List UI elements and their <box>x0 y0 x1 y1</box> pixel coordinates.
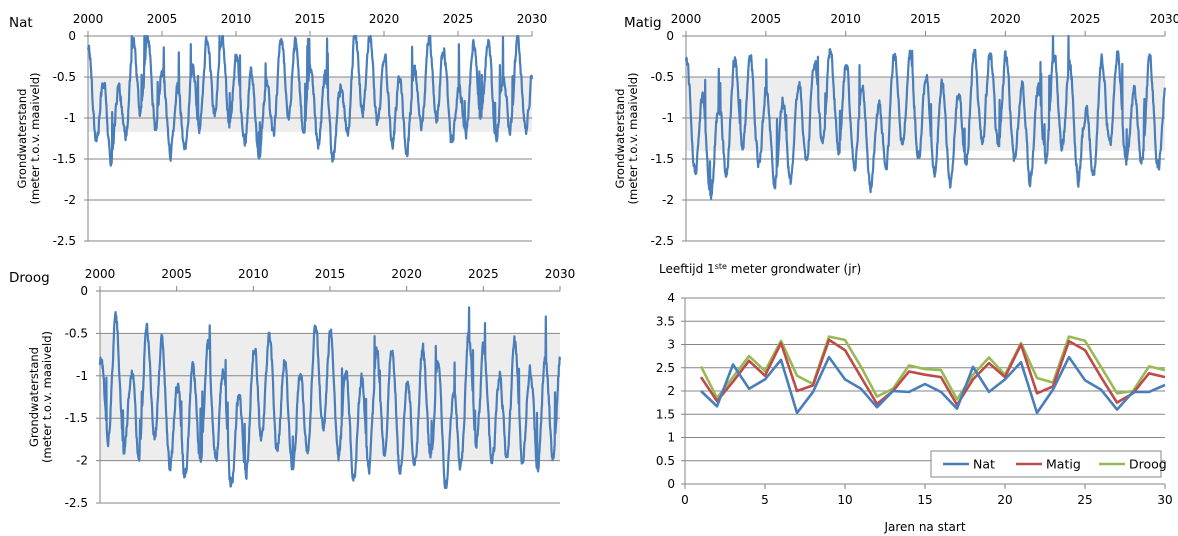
chart-title: Nat <box>9 15 33 31</box>
y-tick-label: -0.5 <box>65 326 88 340</box>
y-tick-label: -2 <box>662 193 674 207</box>
y-tick-label: 1 <box>667 431 675 445</box>
x-tick-label: 5 <box>761 493 769 507</box>
y-tick-label: -2.5 <box>651 234 674 248</box>
chart-1: 0 -0.5 -1 -1.5 -2 -2.5 2000 2005 2010 2015 2020 202… <box>613 12 1178 248</box>
chart-title: Droog <box>9 270 50 286</box>
title-part: meter grondwater (jr) <box>727 262 861 276</box>
x-tick-label: 2000 <box>671 12 702 26</box>
series-line-matig <box>699 338 1166 407</box>
y-tick-label: 1.5 <box>656 407 675 421</box>
x-tick-label: 15 <box>917 493 932 507</box>
y-tick-label: -2 <box>76 454 88 468</box>
x-tick-label: 2030 <box>1150 12 1178 26</box>
title-part: Leeftijd 1 <box>659 262 715 276</box>
x-tick-label: 2020 <box>990 12 1021 26</box>
y-tick-label: -1 <box>662 111 674 125</box>
legend-label-nat: Nat <box>973 457 995 472</box>
chart-age: 0 0.5 1 1.5 2 2.5 3 3.5 4 0 5 10 15 20 25 30 Leeftijd 1s… <box>656 262 1173 535</box>
y-tick-label: 0 <box>68 29 76 43</box>
y-tick-label: 4 <box>667 291 675 305</box>
chart-title: Leeftijd 1ste meter grondwater (jr) <box>659 262 861 277</box>
y-tick-label: -1.5 <box>651 152 674 166</box>
x-tick-label: 2015 <box>910 12 941 26</box>
y-tick-label: 2.5 <box>656 361 675 375</box>
x-tick-label: 30 <box>1157 493 1172 507</box>
x-tick-label: 2025 <box>468 267 499 281</box>
x-tick-label: 2010 <box>221 12 252 26</box>
y-axis-label-line: (meter t.o.v. maaiveld) <box>28 73 42 205</box>
chart-title: Matig <box>624 15 662 31</box>
y-tick-label: -0.5 <box>53 70 76 84</box>
y-axis-label: Grondwaterstand(meter t.o.v. maaiveld) <box>15 73 42 205</box>
y-tick-label: -0.5 <box>651 70 674 84</box>
x-tick-label: 2015 <box>295 12 326 26</box>
chart-0: 0 -0.5 -1 -1.5 -2 -2.5 2000 2005 2010 2015 2020 202… <box>9 12 547 248</box>
x-tick-label: 2005 <box>147 12 178 26</box>
x-tick-label: 2000 <box>73 12 104 26</box>
chart-2: 0 -0.5 -1 -1.5 -2 -2.5 2000 2005 2010 2015 2020 202… <box>9 267 575 510</box>
x-tick-label: 2030 <box>517 12 548 26</box>
y-tick-label: 0 <box>667 477 675 491</box>
y-axis-label: Grondwaterstand(meter t.o.v. maaiveld) <box>27 331 54 463</box>
legend-label-matig: Matig <box>1046 457 1081 472</box>
x-tick-label: 2025 <box>443 12 474 26</box>
x-tick-label: 2010 <box>238 267 269 281</box>
x-tick-label: 2005 <box>751 12 782 26</box>
range-band <box>686 77 1165 151</box>
y-tick-label: 2 <box>667 384 675 398</box>
series-line <box>684 34 1167 201</box>
x-tick-label: 25 <box>1077 493 1092 507</box>
y-axis-label-line: (meter t.o.v. maaiveld) <box>40 331 54 463</box>
x-tick-label: 20 <box>997 493 1012 507</box>
y-tick-label: -1 <box>76 369 88 383</box>
x-tick-label: 0 <box>681 493 689 507</box>
x-tick-label: 2000 <box>85 267 116 281</box>
y-tick-label: -1.5 <box>65 411 88 425</box>
legend: Nat Matig Droog <box>930 450 1167 478</box>
x-axis-label: Jaren na start <box>883 520 965 534</box>
y-axis-label-line: Grondwaterstand <box>15 89 29 189</box>
y-tick-label: 0 <box>80 284 88 298</box>
x-tick-label: 2020 <box>369 12 400 26</box>
y-tick-label: 0 <box>666 29 674 43</box>
series-line <box>86 34 534 167</box>
y-tick-label: -1.5 <box>53 152 76 166</box>
series-line-nat <box>700 355 1166 415</box>
x-tick-label: 2005 <box>161 267 192 281</box>
x-tick-label: 2025 <box>1070 12 1101 26</box>
y-axis-label-line: (meter t.o.v. maaiveld) <box>626 73 640 205</box>
x-tick-label: 2010 <box>830 12 861 26</box>
y-tick-label: -2 <box>64 193 76 207</box>
x-tick-label: 2020 <box>391 267 422 281</box>
x-tick-label: 2015 <box>315 267 346 281</box>
legend-label-droog: Droog <box>1129 457 1167 472</box>
y-axis-label-line: Grondwaterstand <box>27 347 41 447</box>
y-tick-label: 3 <box>667 338 675 352</box>
y-axis-label-line: Grondwaterstand <box>613 89 627 189</box>
series-line <box>98 306 562 490</box>
y-tick-label: -2.5 <box>53 234 76 248</box>
y-axis-label: Grondwaterstand(meter t.o.v. maaiveld) <box>613 73 640 205</box>
x-tick-label: 2030 <box>545 267 576 281</box>
y-tick-label: -1 <box>64 111 76 125</box>
y-tick-label: 3.5 <box>656 314 675 328</box>
y-tick-label: -2.5 <box>65 496 88 510</box>
x-tick-label: 10 <box>837 493 852 507</box>
title-superscript: ste <box>715 262 727 271</box>
y-tick-label: 0.5 <box>656 454 675 468</box>
